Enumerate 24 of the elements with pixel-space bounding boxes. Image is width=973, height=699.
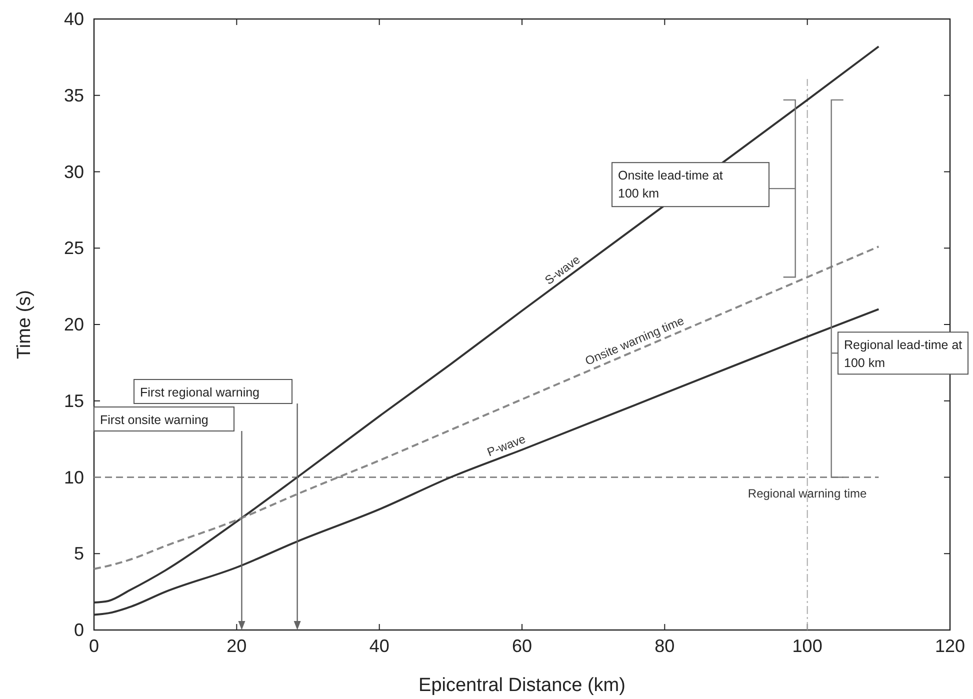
annotation: Onsite lead-time at 100 km [618, 168, 724, 201]
x-axis-title: Epicentral Distance (km) [418, 675, 626, 696]
y-tick-label: 40 [64, 9, 84, 29]
x-tick-label: 60 [512, 636, 532, 656]
x-tick-label: 120 [934, 636, 966, 656]
y-tick-label: 30 [64, 162, 84, 182]
y-tick-label: 10 [64, 467, 84, 488]
x-tick-label: 0 [88, 636, 100, 656]
ref-line-label: Regional warning time [748, 486, 867, 500]
annotation: Regional lead-time at 100 km [844, 338, 963, 370]
text: P-wave [485, 432, 528, 460]
x-tick-label: 20 [226, 636, 247, 656]
y-tick-label: 0 [74, 620, 84, 640]
annotation: First onsite warning [100, 412, 208, 427]
x-tick-label: 80 [654, 636, 675, 656]
x-tick-label: 40 [369, 636, 390, 656]
y-tick-label: 5 [74, 544, 84, 564]
annotation: First regional warning [140, 385, 260, 400]
x-tick-label: 100 [792, 636, 822, 656]
y-tick-label: 35 [64, 85, 84, 106]
y-tick-label: 25 [64, 238, 84, 258]
y-tick-label: 15 [64, 390, 84, 411]
y-tick-label: 20 [64, 314, 84, 334]
y-axis-title: Time (s) [14, 290, 35, 359]
